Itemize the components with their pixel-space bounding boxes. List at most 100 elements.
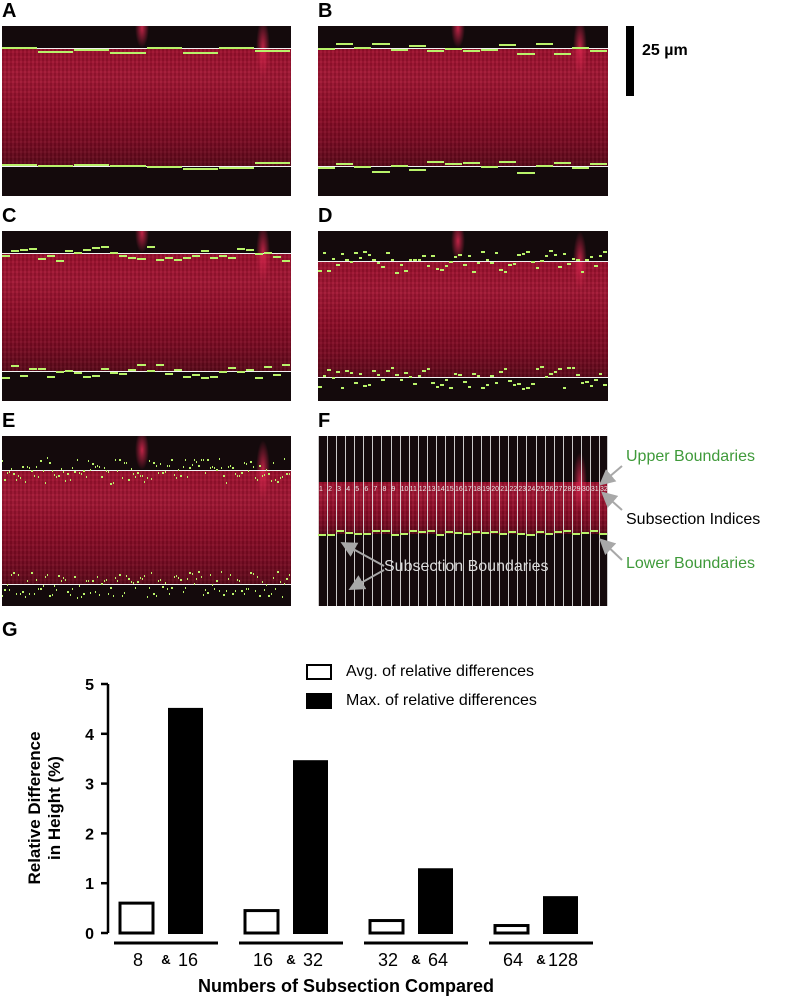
boundary-segment: [112, 595, 114, 597]
boundary-segment: [232, 593, 234, 595]
legend-max-swatch: [306, 693, 332, 709]
boundary-segment: [576, 259, 580, 261]
lower-boundary-segment: [444, 531, 453, 533]
bright-spot: [256, 26, 271, 78]
boundary-segment: [426, 368, 431, 370]
boundary-segment: [385, 370, 390, 372]
subsection-index: 9: [391, 486, 396, 493]
boundary-segment: [81, 473, 83, 475]
boundary-segment: [83, 376, 92, 378]
boundary-segment: [126, 462, 128, 464]
boundary-segment: [76, 459, 78, 461]
boundary-segment: [135, 476, 137, 478]
boundary-segment: [490, 262, 494, 264]
y-tick-label: 3: [85, 777, 94, 794]
boundary-segment: [279, 477, 281, 479]
x-axis-label: Numbers of Subsection Compared: [198, 976, 494, 996]
subsection-index: 24: [527, 486, 536, 493]
subsection-divider: [563, 436, 564, 606]
boundary-segment: [207, 592, 209, 594]
bright-spot: [451, 231, 466, 261]
boundary-segment: [119, 459, 121, 461]
boundary-segment: [209, 467, 211, 469]
boundary-segment: [254, 162, 290, 164]
boundary-segment: [268, 595, 270, 597]
boundary-line: [2, 470, 291, 471]
boundary-segment: [245, 369, 254, 371]
boundary-segment: [83, 593, 85, 595]
boundary-segment: [169, 593, 171, 595]
boundary-segment: [252, 466, 254, 468]
boundary-segment: [239, 475, 241, 477]
boundary-segment: [146, 596, 148, 598]
boundary-segment: [385, 252, 390, 254]
lower-boundary-segment: [426, 530, 435, 532]
boundary-segment: [139, 577, 141, 579]
subsection-divider: [345, 436, 346, 606]
boundary-segment: [390, 165, 408, 167]
boundary-segment: [363, 385, 367, 387]
boundary-segment: [99, 594, 101, 596]
boundary-segment: [349, 261, 354, 263]
boundary-segment: [589, 50, 607, 52]
boundary-line: [318, 166, 608, 167]
boundary-segment: [166, 588, 169, 590]
boundary-segment: [108, 593, 110, 595]
boundary-segment: [227, 257, 236, 259]
boundary-segment: [182, 376, 191, 378]
boundary-segment: [286, 578, 288, 580]
boundary-segment: [594, 265, 598, 267]
boundary-segment: [103, 580, 105, 582]
boundary-segment: [178, 469, 180, 471]
boundary-segment: [221, 467, 223, 469]
boundary-segment: [413, 383, 417, 385]
bright-spot: [451, 26, 466, 48]
boundary-segment: [15, 593, 17, 595]
boundary-segment: [358, 257, 363, 259]
boundary-segment: [571, 367, 576, 369]
tissue-region: [2, 48, 291, 166]
boundary-segment: [162, 586, 164, 588]
bar-max: [543, 896, 578, 934]
subsection-index: 20: [491, 486, 499, 493]
boundary-segment: [257, 479, 259, 481]
subsection-divider: [517, 436, 518, 606]
boundary-segment: [173, 259, 182, 261]
boundary-segment: [261, 475, 263, 477]
boundary-segment: [408, 259, 413, 261]
lower-boundary-segment: [562, 530, 571, 532]
y-tick-label: 5: [85, 677, 94, 694]
boundary-segment: [85, 476, 87, 478]
boundary-segment: [544, 255, 549, 257]
boundary-segment: [562, 253, 567, 255]
subsection-index: 17: [464, 486, 472, 493]
boundary-segment: [110, 483, 112, 485]
boundary-segment: [589, 256, 594, 258]
subsection-divider: [472, 436, 473, 606]
boundary-segment: [101, 246, 110, 248]
boundary-segment: [110, 587, 112, 589]
micrograph-c: [2, 231, 291, 401]
boundary-segment: [47, 376, 56, 378]
boundary-segment: [148, 460, 150, 462]
boundary-segment: [105, 579, 108, 581]
subsection-divider: [481, 436, 482, 606]
subsection-divider: [590, 436, 591, 606]
boundary-segment: [444, 379, 449, 381]
boundary-segment: [155, 465, 157, 467]
boundary-segment: [135, 587, 137, 589]
micrograph-f-subsections: 1 2 3 4 5 6 7 8 9 10 11 12 13 14 15 16 17 18 19 20 21 22 23 24 2…: [318, 436, 608, 606]
subsection-index: 11: [409, 486, 417, 493]
boundary-segment: [146, 166, 182, 168]
boundary-segment: [137, 581, 139, 583]
lower-boundary-segment: [508, 531, 517, 533]
boundary-segment: [8, 471, 11, 473]
boundary-segment: [29, 248, 38, 250]
boundary-segment: [241, 590, 243, 592]
boundary-segment: [198, 571, 200, 573]
boundary-segment: [259, 595, 261, 597]
boundary-segment: [148, 587, 150, 589]
boundary-segment: [232, 467, 234, 469]
boundary-segment: [395, 272, 399, 274]
boundary-segment: [408, 45, 426, 47]
